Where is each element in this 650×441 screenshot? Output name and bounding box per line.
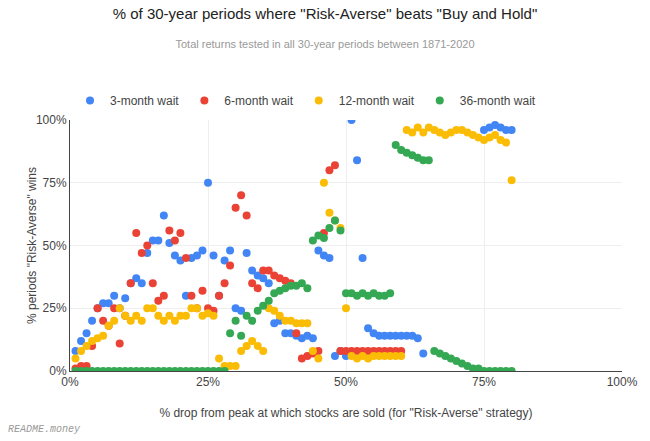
svg-text:README.money: README.money	[8, 424, 81, 435]
svg-text:50%: 50%	[43, 239, 67, 253]
svg-text:Total returns tested in all 30: Total returns tested in all 30-year peri…	[175, 38, 474, 50]
svg-text:% periods "Risk-Averse" wins: % periods "Risk-Averse" wins	[25, 167, 39, 324]
svg-text:3-month wait: 3-month wait	[110, 94, 179, 108]
svg-text:50%: 50%	[334, 375, 358, 389]
svg-text:% drop from peak at which stoc: % drop from peak at which stocks are sol…	[159, 406, 532, 420]
svg-text:25%: 25%	[196, 375, 220, 389]
svg-text:36-month wait: 36-month wait	[460, 94, 536, 108]
svg-text:100%: 100%	[607, 375, 638, 389]
svg-text:25%: 25%	[43, 301, 67, 315]
svg-text:% of 30-year periods where "Ri: % of 30-year periods where "Risk-Averse"…	[113, 5, 538, 22]
svg-text:75%: 75%	[43, 176, 67, 190]
svg-text:12-month wait: 12-month wait	[339, 94, 415, 108]
svg-text:0%: 0%	[49, 364, 67, 378]
svg-text:75%: 75%	[472, 375, 496, 389]
svg-text:100%: 100%	[36, 113, 67, 127]
svg-text:6-month wait: 6-month wait	[224, 94, 293, 108]
svg-text:0%: 0%	[61, 375, 79, 389]
